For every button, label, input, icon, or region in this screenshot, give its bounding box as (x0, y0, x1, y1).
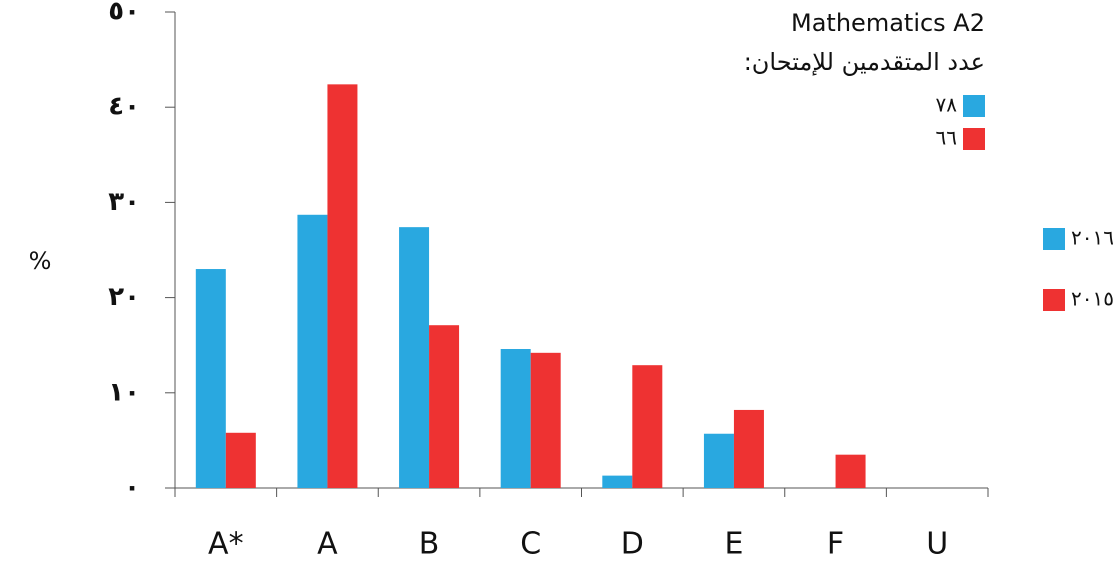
y-tick-label: ٢٠ (108, 282, 140, 312)
y-axis-label: % (29, 247, 52, 275)
x-tick-label: D (621, 527, 644, 561)
chart-title: Mathematics A2 (791, 9, 985, 37)
y-tick-label: ٣٠ (108, 187, 140, 217)
bar (327, 84, 358, 489)
candidates-label: ٦٦ (936, 126, 957, 150)
bar (500, 349, 531, 488)
bar (225, 432, 256, 488)
candidates-label: ٧٨ (936, 93, 958, 117)
y-tick-label: ٠ (124, 473, 140, 503)
chart-subtitle: عدد المتقدمين للإمتحان: (744, 48, 985, 76)
legend-swatch (1043, 289, 1065, 311)
x-tick-label: C (520, 527, 541, 561)
y-tick-label: ١٠ (108, 377, 140, 407)
x-tick-label: A* (208, 527, 244, 561)
bar (835, 454, 866, 488)
bar (399, 227, 430, 489)
legend-swatch (1043, 228, 1065, 250)
legend-label: ٢٠١٦ (1071, 226, 1113, 250)
candidates-swatch (963, 95, 985, 117)
y-tick-label: ٥٠ (108, 0, 140, 27)
bar (602, 475, 633, 488)
bar (195, 269, 226, 488)
bar (429, 325, 460, 488)
x-tick-label: F (827, 527, 844, 561)
bar (733, 409, 764, 488)
candidates-swatch (963, 128, 985, 150)
bar (530, 352, 561, 488)
bar (703, 433, 734, 488)
x-tick-label: U (926, 527, 948, 561)
legend-label: ٢٠١٥ (1071, 287, 1113, 311)
x-tick-label: A (317, 527, 338, 561)
bar (632, 365, 663, 488)
x-tick-label: E (724, 527, 743, 561)
x-tick-label: B (419, 527, 440, 561)
y-tick-label: ٤٠ (108, 92, 140, 122)
bar (297, 214, 328, 488)
